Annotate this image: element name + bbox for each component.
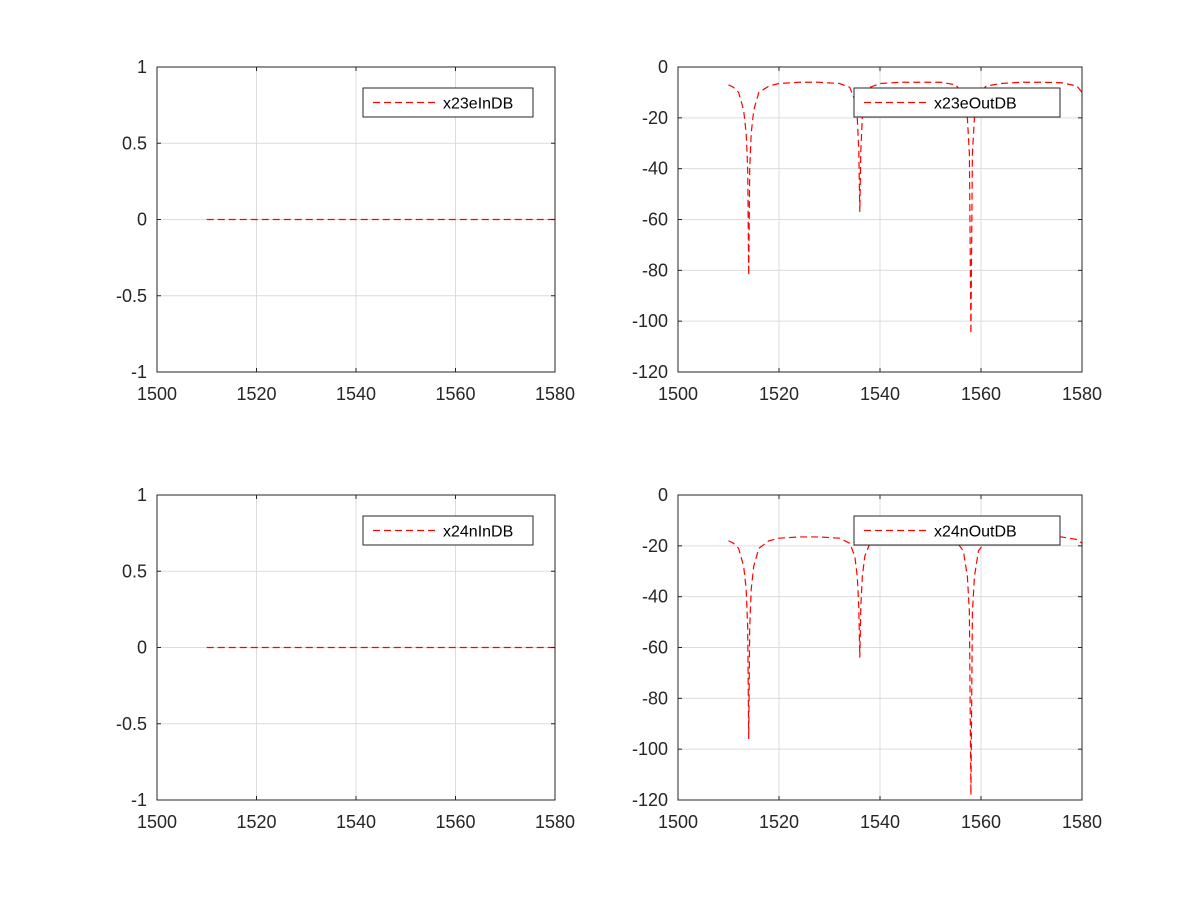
chart2-ytick-label-0: -1: [131, 790, 147, 810]
chart1-ytick-label-0: -120: [632, 362, 668, 382]
chart1-xtick-label-3: 1560: [961, 384, 1001, 404]
axes-top-left: 1500 1520 1540 1560 1580 -1 -0.5 0 0.5 1 x23eInDB: [116, 57, 575, 404]
chart0-legend-box: [362, 87, 534, 118]
chart2-xtick-label-3: 1560: [435, 812, 475, 832]
chart2-legend-box: [362, 515, 534, 546]
chart1-ytick-label-5: -20: [642, 108, 668, 128]
chart0-xtick-label-0: 1500: [137, 384, 177, 404]
chart3-series-x24nOutDB: [728, 536, 1082, 795]
chart3-legend-label: x24nOutDB: [934, 524, 1017, 541]
chart0-xtick-label-3: 1560: [435, 384, 475, 404]
chart3-xtick-label-2: 1540: [860, 812, 900, 832]
chart2-ytick-label-1: -0.5: [116, 714, 147, 734]
chart0-ytick-label-2: 0: [137, 210, 147, 230]
chart3-xtick-label-4: 1580: [1062, 812, 1102, 832]
chart0-ytick-label-4: 1: [137, 57, 147, 77]
chart1-legend: x23eOutDB: [853, 87, 1061, 118]
chart1-ytick-label-6: 0: [658, 57, 668, 77]
chart2-ytick-label-3: 0.5: [122, 561, 147, 581]
chart3-ytick-label-4: -40: [642, 587, 668, 607]
chart1-xtick-label-2: 1540: [860, 384, 900, 404]
chart1-ytick-label-4: -40: [642, 159, 668, 179]
chart1-ytick-label-3: -60: [642, 210, 668, 230]
chart3-ytick-label-3: -60: [642, 638, 668, 658]
chart1-ytick-label-2: -80: [642, 260, 668, 280]
chart2-xtick-label-4: 1580: [535, 812, 575, 832]
chart1-xtick-label-1: 1520: [759, 384, 799, 404]
chart1-xtick-label-4: 1580: [1062, 384, 1102, 404]
chart0-legend-label: x23eInDB: [443, 96, 513, 113]
chart3-legend: x24nOutDB: [853, 515, 1061, 546]
chart0-ytick-label-3: 0.5: [122, 133, 147, 153]
chart2-ytick-label-4: 1: [137, 485, 147, 505]
chart2-xtick-label-1: 1520: [236, 812, 276, 832]
chart3-ytick-label-5: -20: [642, 536, 668, 556]
chart0-legend: x23eInDB: [362, 87, 534, 118]
chart0-ytick-label-1: -0.5: [116, 286, 147, 306]
axes-bottom-right: 1500 1520 1540 1560 1580 -120 -100 -80 -60 -40 -20…: [632, 485, 1102, 832]
chart3-xtick-label-0: 1500: [658, 812, 698, 832]
chart1-xtick-label-0: 1500: [658, 384, 698, 404]
chart0-ytick-label-0: -1: [131, 362, 147, 382]
chart1-legend-label: x23eOutDB: [934, 96, 1017, 113]
chart0-xtick-label-2: 1540: [336, 384, 376, 404]
chart3-ytick-label-6: 0: [658, 485, 668, 505]
chart2-legend-label: x24nInDB: [443, 524, 513, 541]
chart2-xtick-label-2: 1540: [336, 812, 376, 832]
chart1-ytick-label-1: -100: [632, 311, 668, 331]
chart2-legend: x24nInDB: [362, 515, 534, 546]
chart2-xtick-label-0: 1500: [137, 812, 177, 832]
chart3-ytick-label-2: -80: [642, 688, 668, 708]
chart3-xtick-label-1: 1520: [759, 812, 799, 832]
chart0-xtick-label-4: 1580: [535, 384, 575, 404]
chart2-ytick-label-2: 0: [137, 638, 147, 658]
chart0-xtick-label-1: 1520: [236, 384, 276, 404]
axes-top-right: 1500 1520 1540 1560 1580 -120 -100 -80 -60 -40 -20…: [632, 57, 1102, 404]
axes-bottom-left: 1500 1520 1540 1560 1580 -1 -0.5 0 0.5 1 x24nInDB: [116, 485, 575, 832]
chart3-ytick-label-0: -120: [632, 790, 668, 810]
chart3-xtick-label-3: 1560: [961, 812, 1001, 832]
chart3-ytick-label-1: -100: [632, 739, 668, 759]
